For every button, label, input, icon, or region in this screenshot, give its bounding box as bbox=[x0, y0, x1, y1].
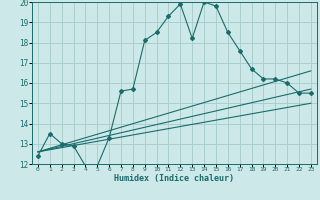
X-axis label: Humidex (Indice chaleur): Humidex (Indice chaleur) bbox=[115, 174, 234, 183]
